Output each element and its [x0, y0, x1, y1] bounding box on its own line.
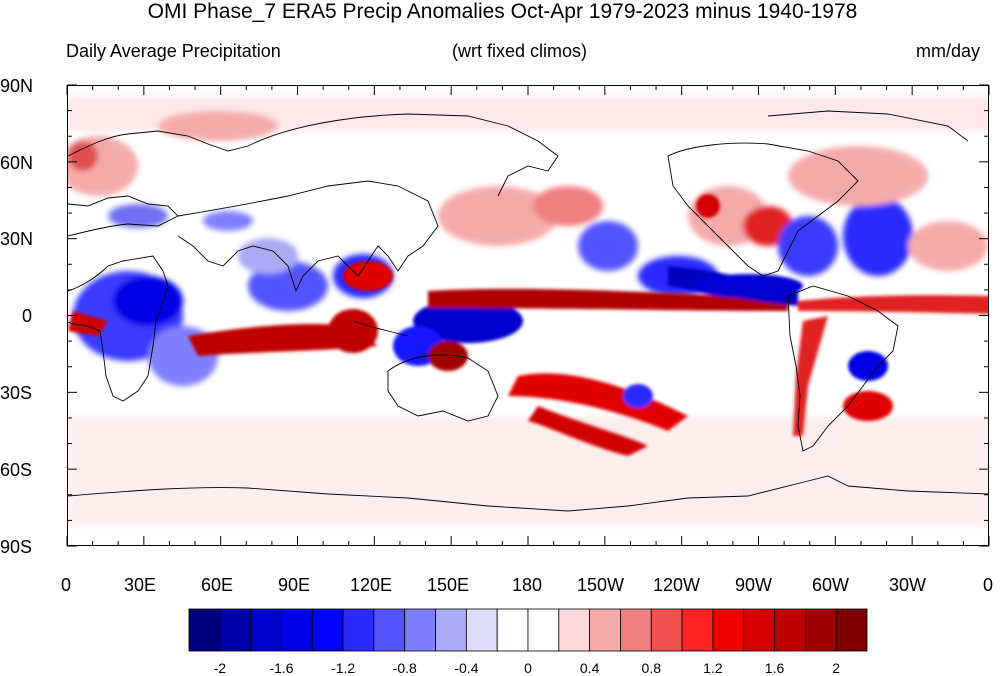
- lon-label-0: 0: [61, 575, 72, 595]
- colorbar-swatch: [219, 608, 252, 652]
- colorbar-swatch: [681, 608, 714, 652]
- lon-label-30w: 30W: [889, 575, 927, 595]
- colorbar-swatch: [527, 608, 560, 652]
- coastlines: [68, 110, 988, 512]
- colorbar-swatch: [496, 608, 529, 652]
- colorbar-swatch: [435, 608, 467, 652]
- colorbar-tick-label: 0: [524, 660, 532, 676]
- colorbar-swatch: [465, 608, 498, 652]
- colorbar-swatch: [250, 608, 282, 652]
- colorbar-tick-label: -1.2: [331, 660, 356, 676]
- colorbar-tick-label: 0.4: [579, 660, 600, 676]
- lat-label-60n: 60N: [0, 153, 34, 173]
- strong-anomaly-patches: [68, 194, 988, 456]
- colorbar-swatch: [804, 608, 837, 652]
- lon-label-30e: 30E: [124, 575, 157, 595]
- colorbar-swatch: [373, 608, 406, 652]
- lat-label-90n: 90N: [0, 76, 34, 96]
- colorbar-tick-label: 2: [832, 660, 841, 676]
- colorbar-tick-label: 0.8: [641, 660, 661, 676]
- map-title: OMI Phase_7 ERA5 Precip Anomalies Oct-Ap…: [147, 0, 858, 23]
- lon-label-150w: 150W: [577, 575, 625, 595]
- colorbar: [188, 608, 868, 652]
- colorbar-swatch: [835, 608, 868, 652]
- lon-label-150e: 150E: [427, 575, 470, 595]
- lat-label-eq: 0: [22, 306, 33, 326]
- colorbar-swatch: [188, 608, 221, 652]
- colorbar-swatch: [342, 608, 375, 652]
- colorbar-tick-label: 1.6: [764, 660, 785, 676]
- colorbar-swatch: [589, 608, 621, 652]
- colorbar-tick-label: -1.6: [269, 660, 294, 676]
- colorbar-swatch: [281, 608, 313, 652]
- lon-label-120w: 120W: [653, 575, 701, 595]
- lon-label-90w: 90W: [735, 575, 773, 595]
- subtitle-left: Daily Average Precipitation: [66, 41, 281, 61]
- colorbar-tick-label: -0.4: [454, 660, 479, 676]
- colorbar-swatch: [712, 608, 745, 652]
- colorbar-swatch: [311, 608, 344, 652]
- colorbar-tick-label: -2: [213, 660, 227, 676]
- colorbar-swatch: [774, 608, 806, 652]
- colorbar-swatch: [558, 608, 591, 652]
- colorbar-swatch: [620, 608, 652, 652]
- lon-label-180: 180: [512, 575, 543, 595]
- colorbar-tick-label: 1.2: [703, 660, 723, 676]
- lat-label-60s: 60S: [0, 460, 33, 480]
- lat-label-90s: 90S: [0, 537, 33, 557]
- colorbar-swatch: [404, 608, 436, 652]
- lon-label-120e: 120E: [350, 575, 393, 595]
- colorbar-swatch: [743, 608, 775, 652]
- lon-label-60w: 60W: [812, 575, 850, 595]
- units-label: mm/day: [916, 41, 981, 61]
- lat-label-30s: 30S: [0, 383, 33, 403]
- map-panel: [67, 85, 989, 546]
- lon-label-0-right: 0: [983, 575, 994, 595]
- lon-label-90e: 90E: [278, 575, 311, 595]
- anomaly-field: [68, 96, 988, 526]
- subtitle-center: (wrt fixed climos): [452, 41, 588, 61]
- colorbar-tick-label: -0.8: [392, 660, 417, 676]
- colorbar-swatch: [650, 608, 683, 652]
- lon-label-60e: 60E: [201, 575, 234, 595]
- lat-label-30n: 30N: [0, 229, 34, 249]
